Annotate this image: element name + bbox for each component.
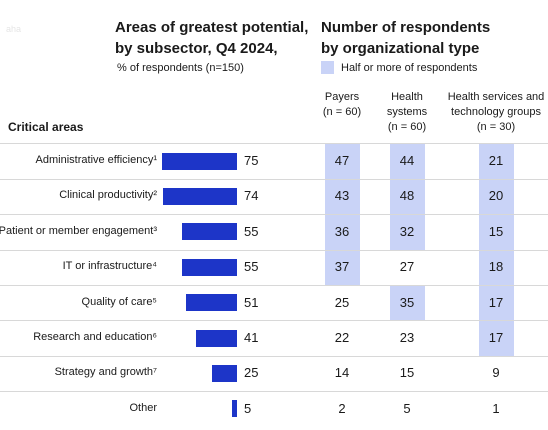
row-divider: [0, 179, 548, 180]
bar: [162, 152, 237, 170]
table-cell: 35: [399, 294, 415, 310]
column-header-line: technology groups: [451, 106, 541, 118]
column-header-line: Health services and: [447, 91, 545, 103]
table-cell: 15: [399, 365, 415, 381]
table-cell: 2: [338, 400, 346, 416]
column-header-line: Health: [391, 91, 423, 103]
category-label: Research and education⁶: [33, 331, 157, 343]
category-label: Other: [129, 401, 157, 414]
category-label: Patient or member engagement³: [0, 224, 157, 237]
legend-label: Half or more of respondents: [341, 62, 478, 74]
legend-swatch: [321, 61, 334, 74]
column-header-line: systems: [386, 106, 428, 118]
table-cell: 15: [488, 223, 504, 239]
table-cell: 17: [488, 294, 504, 310]
bar: [212, 364, 237, 382]
bar-value-label: 74: [244, 188, 259, 204]
bar-value-label: 75: [244, 153, 259, 168]
table-cell: 44: [399, 153, 415, 168]
table-cell: 37: [334, 259, 350, 275]
category-label: Administrative efficiency¹: [35, 154, 157, 166]
table-cell: 27: [399, 259, 415, 275]
row-divider: [0, 391, 548, 392]
row-divider: [0, 250, 548, 251]
left-subtitle: % of respondents (n=150): [117, 62, 244, 74]
section-title: Critical areas: [8, 120, 84, 134]
bar: [196, 329, 237, 347]
column-header-line: Payers: [324, 91, 360, 103]
bar: [163, 187, 237, 205]
table-cell: 21: [488, 153, 504, 168]
table-cell: 36: [334, 223, 350, 239]
table-cell: 5: [403, 400, 411, 416]
bar: [182, 223, 237, 241]
category-label: Strategy and growth⁷: [54, 366, 157, 379]
table-cell: 17: [488, 330, 504, 345]
table-cell: 9: [492, 365, 500, 381]
bar: [182, 258, 237, 276]
table-cell: 32: [399, 223, 415, 239]
table-cell: 23: [399, 330, 415, 345]
table-cell: 1: [492, 400, 500, 416]
column-header: Payers (n = 60): [282, 90, 402, 120]
left-title-line-2: by subsector, Q4 2024,: [115, 40, 278, 57]
table-cell: 48: [399, 188, 415, 204]
column-header-line: (n = 60): [322, 106, 362, 118]
table-cell: 22: [334, 330, 350, 345]
bar-value-label: 25: [244, 365, 259, 381]
highlight-block: [389, 144, 425, 251]
column-header: Health systems (n = 60): [347, 90, 467, 135]
category-label: Quality of care⁵: [81, 295, 157, 308]
row-divider: [0, 356, 548, 357]
left-title-line-1: Areas of greatest potential,: [115, 19, 309, 36]
category-label: Clinical productivity²: [59, 189, 157, 202]
table-cell: 20: [488, 188, 504, 204]
category-label: IT or infrastructure⁴: [62, 260, 157, 273]
table-cell: 18: [488, 259, 504, 275]
row-divider: [0, 143, 548, 144]
column-header-line: (n = 30): [476, 121, 516, 133]
bar-value-label: 5: [244, 400, 252, 416]
table-cell: 14: [334, 365, 350, 381]
right-title-line-1: Number of respondents: [321, 19, 491, 36]
table-cell: 25: [334, 294, 350, 310]
highlight-block: [389, 285, 425, 321]
column-header-line: (n = 60): [387, 121, 427, 133]
bar-value-label: 41: [244, 330, 259, 345]
row-divider: [0, 320, 548, 321]
right-title-line-2: by organizational type: [321, 40, 480, 57]
row-divider: [0, 214, 548, 215]
column-header: Health services and technology groups (n =…: [436, 90, 548, 135]
bar: [186, 294, 237, 312]
bar: [232, 400, 237, 418]
table-cell: 43: [334, 188, 350, 204]
bar-value-label: 55: [244, 259, 259, 275]
watermark: aha: [6, 24, 22, 34]
bar-value-label: 51: [244, 294, 259, 310]
row-divider: [0, 285, 548, 286]
table-cell: 47: [334, 153, 350, 168]
bar-value-label: 55: [244, 223, 259, 239]
